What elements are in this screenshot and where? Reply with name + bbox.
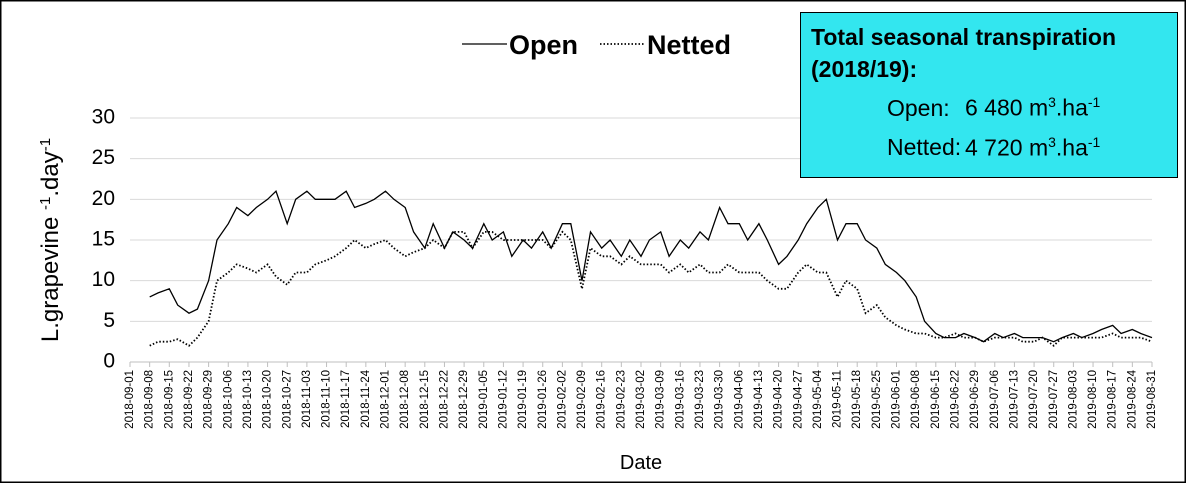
x-tick-label: 2019-01-05 <box>478 370 490 429</box>
x-tick-label: 2019-03-02 <box>635 370 647 429</box>
x-tick-label: 2019-06-15 <box>930 370 942 429</box>
x-tick-label: 2019-08-03 <box>1067 370 1079 429</box>
x-tick-label: 2018-10-06 <box>222 370 234 429</box>
annotation-lines: Open: 6 480 m3.ha-1 Netted: 4 720 m3.ha-1 <box>811 85 1167 164</box>
x-tick-label: 2019-07-20 <box>1028 370 1040 429</box>
x-tick-label: 2018-12-15 <box>419 370 431 429</box>
y-label-part: -1 <box>37 138 54 151</box>
x-tick-label: 2019-03-16 <box>674 370 686 429</box>
y-tick-label: 15 <box>92 228 115 251</box>
data-line <box>149 230 1153 347</box>
annotation-key: Open: <box>887 94 950 121</box>
y-label-part: L.grapevine <box>37 210 64 342</box>
x-tick-label: 2019-08-10 <box>1087 370 1099 429</box>
annotation-value: 4 720 m <box>965 134 1049 161</box>
x-tick-label: 2019-02-23 <box>615 370 627 429</box>
x-tick-label: 2019-04-13 <box>753 370 765 429</box>
x-tick-label: 2019-07-06 <box>989 370 1001 429</box>
x-tick-label: 2018-12-22 <box>438 370 450 429</box>
x-tick-label: 2019-01-12 <box>497 370 509 429</box>
x-tick-label: 2019-02-09 <box>576 370 588 429</box>
y-axis-label: L.grapevine -1.day-1 <box>37 138 65 342</box>
annotation-key: Netted: <box>887 134 962 161</box>
y-tick-label: 20 <box>92 187 115 210</box>
x-tick-label: 2018-12-08 <box>399 370 411 429</box>
x-tick-label: 2018-10-13 <box>242 370 254 429</box>
x-tick-label: 2019-02-02 <box>556 370 568 429</box>
x-tick-label: 2018-09-08 <box>144 370 156 429</box>
x-tick-label: 2019-04-27 <box>792 370 804 429</box>
x-tick-label: 2019-08-31 <box>1146 370 1158 429</box>
x-tick-label: 2019-03-23 <box>694 370 706 429</box>
x-axis-label: Date <box>620 452 662 474</box>
x-tick-label: 2019-02-16 <box>596 370 608 429</box>
x-tick-label: 2019-01-19 <box>517 370 529 429</box>
x-tick-label: 2019-08-24 <box>1126 369 1138 428</box>
x-tick-label: 2018-11-03 <box>301 370 313 428</box>
x-tick-label: 2018-09-22 <box>183 370 195 429</box>
x-tick-label: 2018-09-29 <box>203 370 215 429</box>
annotation-sup: 3 <box>1048 133 1056 150</box>
x-tick-label: 2019-07-13 <box>1008 370 1020 429</box>
y-tick-label: 0 <box>103 350 115 373</box>
annotation-title: Total seasonal transpiration (2018/19): <box>811 24 1117 82</box>
annotation-unit: .ha <box>1055 134 1088 161</box>
annotation-line: Open: 6 480 m3.ha-1 <box>811 85 1167 125</box>
x-tick-label: 2019-06-22 <box>949 370 961 429</box>
x-tick-label: 2019-04-06 <box>733 370 745 429</box>
y-tick-label: 25 <box>92 146 115 169</box>
x-tick-label: 2018-11-24 <box>360 369 372 428</box>
x-tick-label: 2018-09-15 <box>163 370 175 429</box>
data-line <box>149 190 1153 343</box>
y-label-part: -1 <box>37 197 54 210</box>
annotation-sup: 3 <box>1048 94 1056 110</box>
x-tick-label: 2018-09-01 <box>124 370 136 429</box>
x-tick-label: 2018-11-10 <box>321 370 333 428</box>
x-tick-label: 2019-05-25 <box>871 370 883 429</box>
legend-label: Open <box>509 30 578 60</box>
x-tick-label: 2019-03-30 <box>714 370 726 429</box>
legend-label: Netted <box>647 30 731 60</box>
y-tick-label: 5 <box>103 309 115 332</box>
x-tick-label: 2019-06-29 <box>969 370 981 429</box>
y-tick-label: 30 <box>92 106 115 129</box>
x-tick-label: 2019-06-01 <box>891 370 903 429</box>
x-tick-label: 2018-11-17 <box>340 370 352 428</box>
x-tick-label: 2019-07-27 <box>1048 370 1060 429</box>
annotation-sup: -1 <box>1087 133 1101 150</box>
annotation-sup: -1 <box>1087 94 1101 110</box>
annotation-line: Netted: 4 720 m3.ha-1 <box>811 125 1167 165</box>
x-tick-label: 2019-05-18 <box>851 370 863 429</box>
x-tick-label: 2019-06-08 <box>910 370 922 429</box>
x-tick-label: 2018-12-01 <box>380 370 392 429</box>
x-tick-label: 2019-05-04 <box>812 369 824 428</box>
y-tick-label: 10 <box>92 268 115 291</box>
annotation-unit: .ha <box>1055 94 1088 121</box>
x-tick-label: 2019-08-17 <box>1107 370 1119 429</box>
x-tick-label: 2019-01-26 <box>537 370 549 429</box>
x-tick-label: 2018-10-27 <box>281 370 293 429</box>
annotation-value: 6 480 m <box>965 94 1049 121</box>
x-tick-label: 2018-10-20 <box>262 370 274 429</box>
x-tick-label: 2019-03-09 <box>655 370 667 429</box>
y-label-part: .day <box>37 151 64 196</box>
annotation-box: Total seasonal transpiration (2018/19): … <box>800 12 1178 178</box>
x-tick-label: 2019-05-11 <box>832 370 844 428</box>
x-tick-label: 2019-04-20 <box>773 370 785 429</box>
x-tick-label: 2018-12-29 <box>458 370 470 429</box>
